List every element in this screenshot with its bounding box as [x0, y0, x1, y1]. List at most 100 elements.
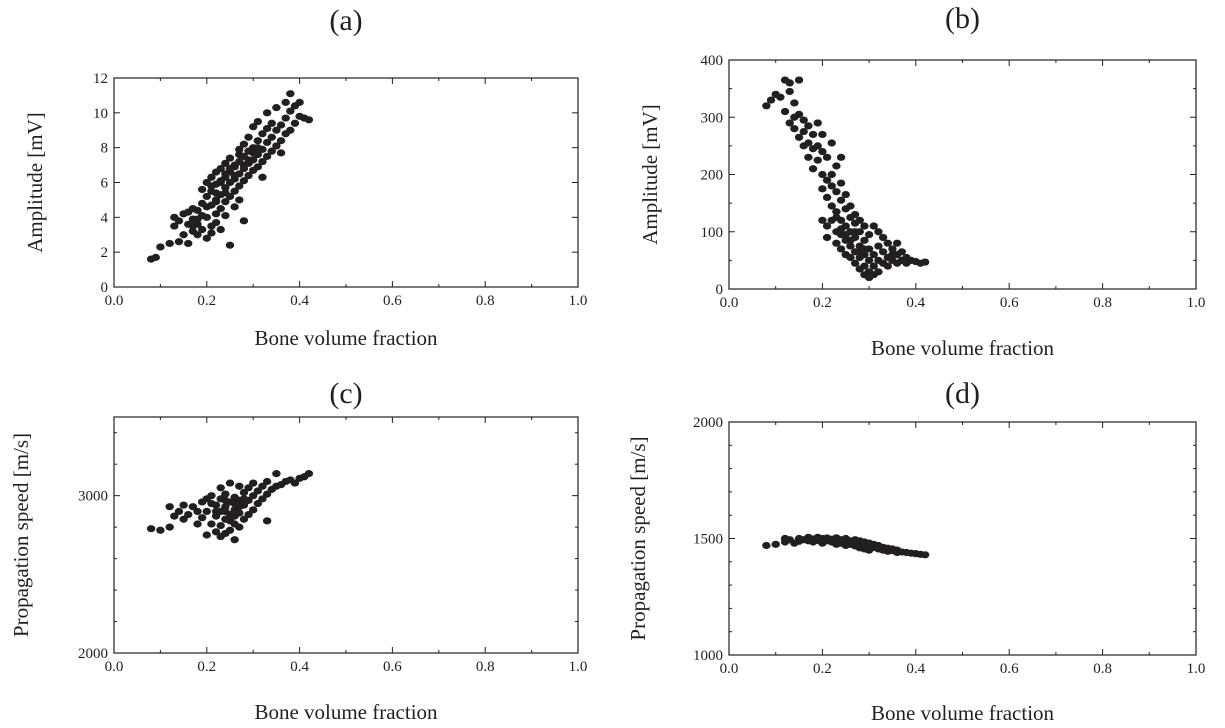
data-point — [221, 507, 230, 515]
data-point — [230, 171, 239, 180]
data-point — [827, 202, 836, 210]
data-point — [239, 488, 249, 497]
data-point — [225, 241, 235, 249]
data-point — [822, 176, 832, 184]
data-point — [193, 206, 202, 214]
y-tick-label: 0 — [101, 280, 109, 296]
x-tick-label: 0.4 — [906, 661, 925, 677]
data-point — [794, 110, 804, 118]
data-point — [174, 217, 184, 225]
data-point — [230, 536, 239, 544]
data-point — [207, 492, 216, 500]
data-point — [216, 205, 225, 213]
y-tick-label: 400 — [701, 53, 724, 69]
x-tick-label: 0.6 — [383, 659, 402, 675]
data-point — [822, 153, 832, 161]
data-point — [827, 139, 836, 147]
x-tick-label: 0.8 — [1093, 295, 1112, 311]
data-point — [225, 479, 235, 487]
data-point — [207, 520, 216, 528]
panel-label: (a) — [329, 4, 362, 37]
data-point — [864, 231, 874, 239]
data-point — [211, 189, 221, 197]
data-point — [197, 225, 207, 234]
data-point — [249, 506, 258, 514]
data-point — [207, 173, 216, 181]
data-point — [822, 222, 832, 230]
data-point — [258, 495, 267, 503]
data-point — [262, 138, 272, 147]
data-point — [235, 482, 244, 490]
y-tick-label: 2 — [101, 245, 109, 261]
plot-frame — [728, 59, 1197, 290]
data-point — [174, 507, 184, 515]
x-tick-label: 0.6 — [383, 293, 402, 309]
data-point — [822, 233, 832, 242]
data-point — [794, 133, 804, 141]
data-point — [235, 145, 244, 154]
data-point — [262, 124, 272, 133]
data-point — [304, 470, 314, 478]
y-axis-title: Amplitude [mV] — [638, 104, 662, 245]
data-point — [276, 121, 286, 129]
data-point — [225, 526, 235, 534]
data-point — [146, 525, 156, 533]
x-axis-title: Bone volume fraction — [871, 336, 1055, 360]
data-point — [221, 211, 230, 220]
data-point — [304, 116, 314, 124]
data-point — [239, 217, 249, 225]
data-point — [850, 259, 860, 267]
data-point — [813, 142, 822, 150]
panel-label: (d) — [945, 377, 980, 410]
data-point — [818, 170, 827, 179]
data-point — [822, 193, 832, 201]
data-point — [920, 551, 930, 559]
data-point — [193, 520, 202, 528]
data-point — [808, 165, 818, 173]
data-point — [846, 202, 855, 210]
data-point — [165, 523, 174, 531]
data-point — [156, 526, 165, 534]
data-point — [235, 182, 244, 190]
data-point — [230, 512, 239, 520]
x-tick-label: 0.0 — [720, 661, 739, 677]
data-point — [818, 148, 827, 156]
data-point — [295, 98, 304, 106]
x-tick-label: 0.2 — [813, 295, 832, 311]
data-point — [813, 119, 822, 127]
y-tick-label: 2000 — [693, 415, 723, 431]
data-point — [230, 187, 239, 195]
x-axis-title: Bone volume fraction — [254, 700, 438, 724]
data-point — [262, 490, 272, 498]
data-point — [860, 222, 869, 230]
y-tick-label: 0 — [716, 282, 724, 298]
data-point — [253, 144, 263, 152]
data-point — [920, 258, 930, 266]
data-point — [230, 203, 239, 211]
data-point — [202, 192, 211, 201]
data-point — [850, 228, 860, 236]
data-point — [836, 245, 846, 253]
data-point — [836, 153, 846, 161]
data-point — [202, 507, 211, 515]
data-point — [216, 521, 225, 530]
data-point — [221, 189, 230, 197]
data-point — [897, 248, 906, 256]
data-point — [832, 208, 841, 216]
y-axis-title: Amplitude [mV] — [23, 112, 47, 253]
data-point — [249, 492, 258, 500]
data-point — [262, 477, 272, 486]
data-point — [165, 503, 174, 511]
data-point — [799, 127, 808, 136]
y-tick-label: 1500 — [693, 532, 723, 548]
data-point — [202, 531, 211, 539]
data-point — [202, 234, 211, 242]
panel-label: (b) — [945, 2, 980, 35]
data-points — [146, 470, 314, 544]
data-point — [869, 262, 878, 270]
data-point — [869, 251, 878, 259]
data-point — [272, 126, 281, 134]
data-point — [207, 182, 216, 190]
plot-frame — [113, 416, 579, 654]
data-point — [790, 125, 799, 133]
